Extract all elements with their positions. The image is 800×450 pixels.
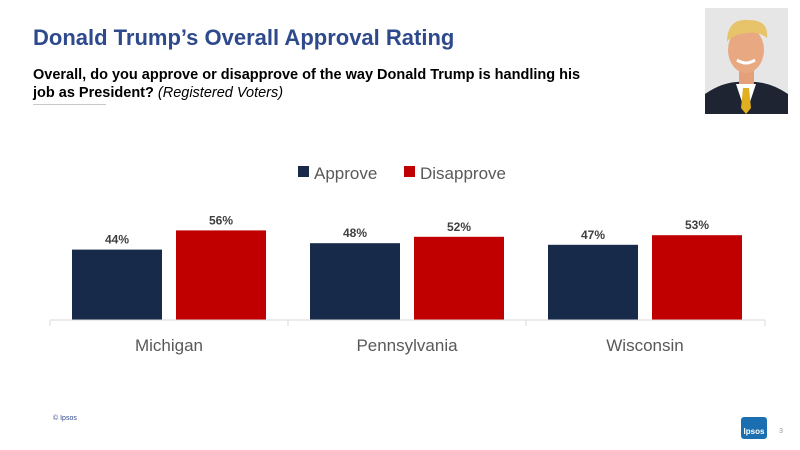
category-label-michigan: Michigan xyxy=(135,336,203,355)
divider xyxy=(33,104,106,105)
legend-approve-swatch xyxy=(298,166,309,177)
legend-disapprove-label: Disapprove xyxy=(420,164,506,183)
portrait-image xyxy=(705,8,788,114)
legend-disapprove-swatch xyxy=(404,166,415,177)
legend-approve-label: Approve xyxy=(314,164,377,183)
category-label-pennsylvania: Pennsylvania xyxy=(356,336,458,355)
approval-bar-chart: Approve Disapprove 44% 56% 48% 52% 47% 53% Mi… xyxy=(49,164,766,355)
bar-approve-wisconsin xyxy=(548,244,638,320)
ipsos-logo: Ipsos xyxy=(741,417,767,439)
data-label-approve-pennsylvania: 48% xyxy=(343,226,367,240)
question-note: (Registered Voters) xyxy=(157,85,284,101)
data-label-approve-michigan: 44% xyxy=(105,233,129,247)
bar-disapprove-pennsylvania xyxy=(414,236,504,320)
bars-group: 44% 56% 48% 52% 47% 53% xyxy=(72,213,742,320)
slide-title: Donald Trump’s Overall Approval Rating xyxy=(33,25,455,50)
bar-approve-michigan xyxy=(72,249,162,320)
survey-question: Overall, do you approve or disapprove of… xyxy=(33,66,593,102)
category-label-wisconsin: Wisconsin xyxy=(606,336,683,355)
bar-approve-pennsylvania xyxy=(310,243,400,320)
copyright-footer: © Ipsos xyxy=(53,415,77,422)
data-label-disapprove-pennsylvania: 52% xyxy=(447,220,471,234)
page-number: 3 xyxy=(779,428,783,435)
data-label-disapprove-michigan: 56% xyxy=(209,213,233,227)
portrait-photo xyxy=(705,8,788,114)
question-text: Overall, do you approve or disapprove of… xyxy=(33,67,581,101)
data-label-disapprove-wisconsin: 53% xyxy=(685,218,709,232)
bar-disapprove-wisconsin xyxy=(652,235,742,320)
bar-disapprove-michigan xyxy=(176,230,266,320)
data-label-approve-wisconsin: 47% xyxy=(581,228,605,242)
